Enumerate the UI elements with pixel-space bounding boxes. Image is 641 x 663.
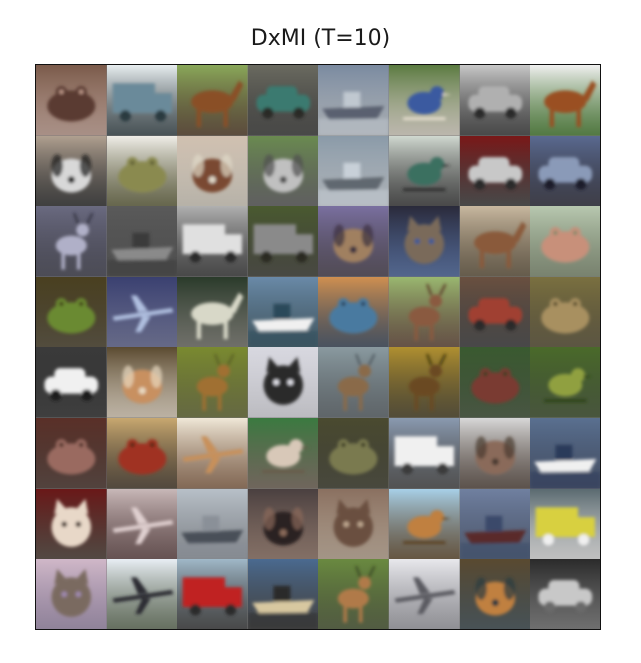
sample-image-ship <box>106 206 178 277</box>
sample-image-frog <box>530 206 600 277</box>
sample-image-bird <box>247 417 319 489</box>
sample-image-dog <box>36 135 107 207</box>
sample-image-airplane <box>388 559 460 629</box>
sample-image-frog <box>530 276 600 348</box>
sample-image-deer <box>388 276 460 348</box>
sample-image-horse <box>459 206 531 277</box>
sample-image-ship <box>247 559 319 629</box>
sample-image-frog <box>106 417 178 489</box>
sample-image-deer <box>318 559 389 629</box>
sample-image-airplane <box>177 417 248 489</box>
sample-image-car <box>459 135 531 207</box>
sample-image-dog <box>459 559 531 629</box>
sample-image-car <box>459 65 531 136</box>
sample-image-cat <box>318 488 389 560</box>
sample-image-airplane <box>106 488 178 560</box>
sample-image-ship <box>530 417 600 489</box>
sample-image-ship <box>459 488 531 560</box>
sample-image-dog <box>106 347 178 418</box>
sample-image-car <box>530 135 600 207</box>
sample-image-truck <box>177 206 248 277</box>
sample-image-truck <box>530 488 600 560</box>
sample-image-frog <box>318 276 389 348</box>
sample-image-ship <box>318 135 389 207</box>
sample-image-car <box>459 276 531 348</box>
sample-image-truck <box>106 65 178 136</box>
sample-image-frog <box>36 417 107 489</box>
sample-image-car <box>530 559 600 629</box>
sample-image-bird <box>388 135 460 207</box>
sample-image-frog <box>459 347 531 418</box>
sample-image-dog <box>318 206 389 277</box>
sample-image-truck <box>177 559 248 629</box>
sample-image-deer <box>36 206 107 277</box>
sample-image-car <box>36 347 107 418</box>
image-grid <box>36 65 600 629</box>
sample-image-cat <box>247 347 319 418</box>
figure-title: DxMI (T=10) <box>250 26 391 51</box>
sample-image-ship <box>318 65 389 136</box>
image-grid-frame <box>35 64 601 630</box>
sample-image-airplane <box>106 276 178 348</box>
sample-image-deer <box>318 347 389 418</box>
sample-image-dog <box>247 135 319 207</box>
sample-image-deer <box>177 347 248 418</box>
sample-image-horse <box>177 65 248 136</box>
sample-image-airplane <box>106 559 178 629</box>
sample-image-horse <box>530 65 600 136</box>
sample-image-deer <box>388 347 460 418</box>
sample-image-dog <box>247 488 319 560</box>
sample-image-dog <box>459 417 531 489</box>
sample-image-truck <box>247 206 319 277</box>
sample-image-ship <box>177 488 248 560</box>
sample-image-frog <box>36 65 107 136</box>
sample-image-truck <box>388 417 460 489</box>
sample-image-cat <box>36 559 107 629</box>
sample-image-frog <box>318 417 389 489</box>
sample-image-dog <box>177 135 248 207</box>
sample-image-horse <box>177 276 248 348</box>
sample-image-bird <box>388 65 460 136</box>
sample-image-ship <box>247 276 319 348</box>
sample-image-frog <box>106 135 178 207</box>
sample-image-frog <box>36 276 107 348</box>
sample-image-bird <box>530 347 600 418</box>
sample-image-cat <box>36 488 107 560</box>
sample-image-car <box>247 65 319 136</box>
sample-image-cat <box>388 206 460 277</box>
sample-image-bird <box>388 488 460 560</box>
